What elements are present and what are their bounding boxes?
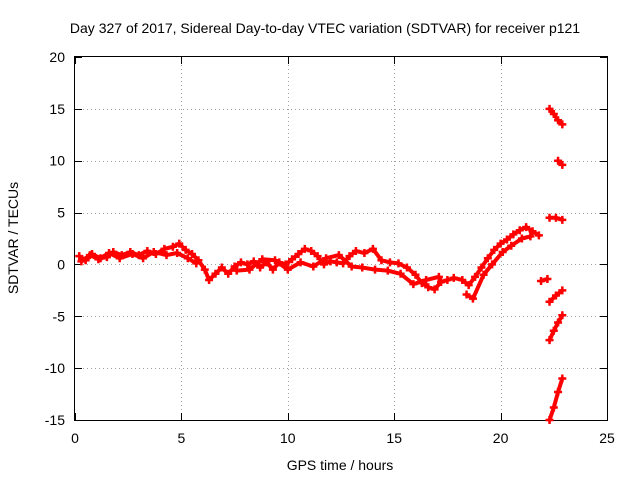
data-trace-segment	[360, 265, 378, 272]
y-tick-label: 5	[57, 205, 65, 221]
data-trace-segment	[151, 249, 169, 258]
y-tick-label: 10	[49, 153, 65, 169]
data-trace-segment	[530, 229, 541, 238]
x-axis-label: GPS time / hours	[287, 457, 394, 473]
data-trace-segment	[385, 268, 403, 276]
data-trace-segment	[324, 253, 341, 261]
data-trace-segment	[260, 257, 278, 263]
data-trace-segment	[519, 234, 533, 241]
y-tick-label: -10	[45, 360, 65, 376]
data-trace-segment	[490, 249, 505, 267]
data-trace-segment	[298, 260, 316, 269]
x-tick-label: 20	[493, 430, 509, 446]
x-tick-label: 15	[386, 430, 402, 446]
data-trace-segment	[481, 262, 495, 277]
data-trace-segment	[273, 258, 290, 272]
data-trace-segment	[311, 256, 329, 269]
data-series	[537, 104, 567, 424]
data-trace-segment	[553, 288, 565, 298]
x-tick-label: 10	[280, 430, 296, 446]
data-trace-segment	[96, 251, 112, 262]
data-trace-segment	[398, 271, 416, 287]
x-tick-label: 0	[71, 430, 79, 446]
data-trace-segment	[117, 252, 135, 261]
data-trace-segment	[556, 118, 565, 127]
data-trace-segment	[185, 256, 199, 266]
data-trace-segment	[336, 253, 354, 269]
data-trace-segment	[539, 276, 550, 284]
data-trace-segment	[411, 277, 429, 287]
chart-title: Day 327 of 2017, Sidereal Day-to-day VTE…	[70, 20, 580, 36]
data-trace-segment	[234, 267, 252, 273]
data-trace-segment	[285, 260, 303, 272]
data-trace-segment	[370, 246, 384, 263]
data-trace-segment	[556, 158, 565, 167]
x-tick-label: 5	[178, 430, 186, 446]
y-tick-label: 15	[49, 101, 65, 117]
y-tick-label: 20	[49, 49, 65, 65]
data-trace-segment	[556, 313, 565, 325]
data-trace-segment	[141, 249, 156, 261]
data-series	[77, 232, 535, 303]
data-markers	[75, 104, 567, 424]
y-tick-label: -15	[45, 412, 65, 428]
y-tick-label: 0	[57, 256, 65, 272]
data-trace-segment	[509, 236, 524, 248]
data-trace-segment	[553, 215, 565, 222]
data-trace-segment	[551, 389, 561, 410]
data-trace-segment	[547, 405, 556, 422]
data-trace-segment	[247, 257, 265, 272]
y-tick-label: -5	[53, 308, 66, 324]
x-tick-label: 25	[599, 430, 615, 446]
data-trace-segment	[424, 274, 441, 282]
grid-lines	[75, 57, 607, 420]
data-trace-segment	[556, 376, 565, 394]
axis-ticks: 0 5 10 15 20 25 -15 -10 -5 0 5 10 15 20	[45, 49, 615, 446]
plot-frame	[74, 56, 608, 421]
data-trace-segment	[470, 272, 486, 301]
y-axis-label: SDTVAR / TECUs	[5, 182, 21, 294]
data-trace-segment	[373, 267, 390, 273]
